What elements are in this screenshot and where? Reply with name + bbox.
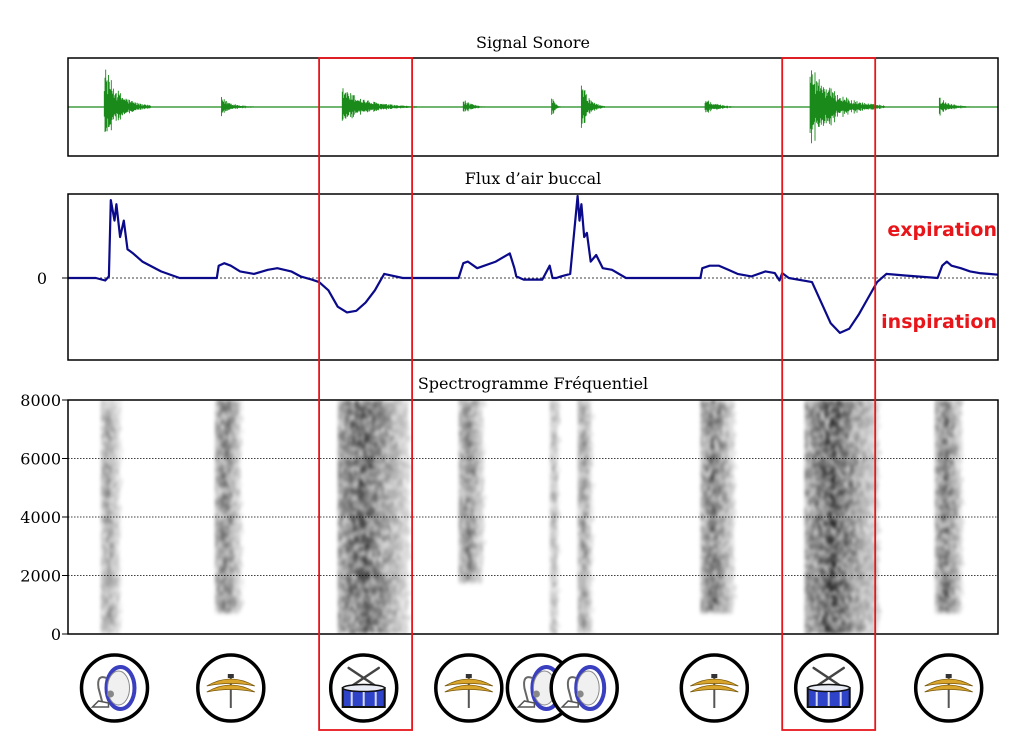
- snare-drum-icon-8: [793, 653, 864, 723]
- signal-burst-7: [704, 100, 743, 113]
- signal-burst-2: [221, 97, 259, 117]
- spectrogram-ytick-label: 4000: [20, 508, 61, 527]
- spectrogram-band-7: [700, 400, 738, 613]
- highlight-box-2: [781, 57, 877, 731]
- bass-drum-icon-1: [79, 653, 150, 723]
- spectrogram-ytick-label: 6000: [20, 450, 61, 469]
- signal-panel-title: Signal Sonore: [476, 33, 590, 52]
- cymbal-icon-2: [196, 653, 266, 723]
- highlight-box-1: [318, 57, 414, 731]
- airflow-panel-frame: [67, 193, 999, 361]
- signal-burst-8: [809, 70, 885, 144]
- cymbal-icon-4: [434, 653, 504, 723]
- spectrogram-band-5: [549, 400, 563, 634]
- spectrogram-band-4: [458, 400, 487, 583]
- signal-burst-1: [103, 69, 151, 132]
- spectrogram-band-8: [804, 400, 882, 634]
- spectrogram-band-1: [100, 400, 124, 634]
- snare-drum-icon-3: [328, 653, 399, 723]
- spectrogram-ytick-label: 8000: [20, 391, 61, 410]
- signal-burst-9: [938, 97, 977, 116]
- spectrogram-ytick-label: 2000: [20, 567, 61, 586]
- signal-burst-6: [580, 85, 605, 128]
- spectrogram-band-9: [934, 400, 965, 613]
- spectrogram-ytick-label: 0: [51, 625, 61, 644]
- airflow-zero-label: 0: [37, 269, 47, 288]
- signal-burst-3: [341, 88, 417, 121]
- airflow-panel-title: Flux d’air buccal: [465, 169, 601, 188]
- airflow-panel: 0 expiration inspiration: [37, 193, 999, 361]
- spectrogram-panel: 0 2000 4000 6000 8000: [20, 391, 999, 644]
- cymbal-icon-9: [913, 653, 984, 723]
- airflow-line: [68, 194, 998, 334]
- cymbal-icon-7: [679, 653, 750, 723]
- signal-burst-5: [551, 98, 562, 115]
- expiration-label: expiration: [887, 219, 997, 241]
- spectrogram-panel-title: Spectrogramme Fréquentiel: [418, 374, 648, 393]
- spectrogram-band-3: [337, 400, 412, 634]
- signal-panel-frame: [67, 57, 999, 157]
- bass-drum-icon-6: [549, 653, 619, 723]
- spectrogram-band-6: [577, 400, 596, 634]
- signal-panel: [67, 57, 999, 157]
- inspiration-label: inspiration: [881, 311, 997, 333]
- signal-burst-4: [462, 100, 491, 112]
- spectrogram-band-2: [214, 400, 245, 613]
